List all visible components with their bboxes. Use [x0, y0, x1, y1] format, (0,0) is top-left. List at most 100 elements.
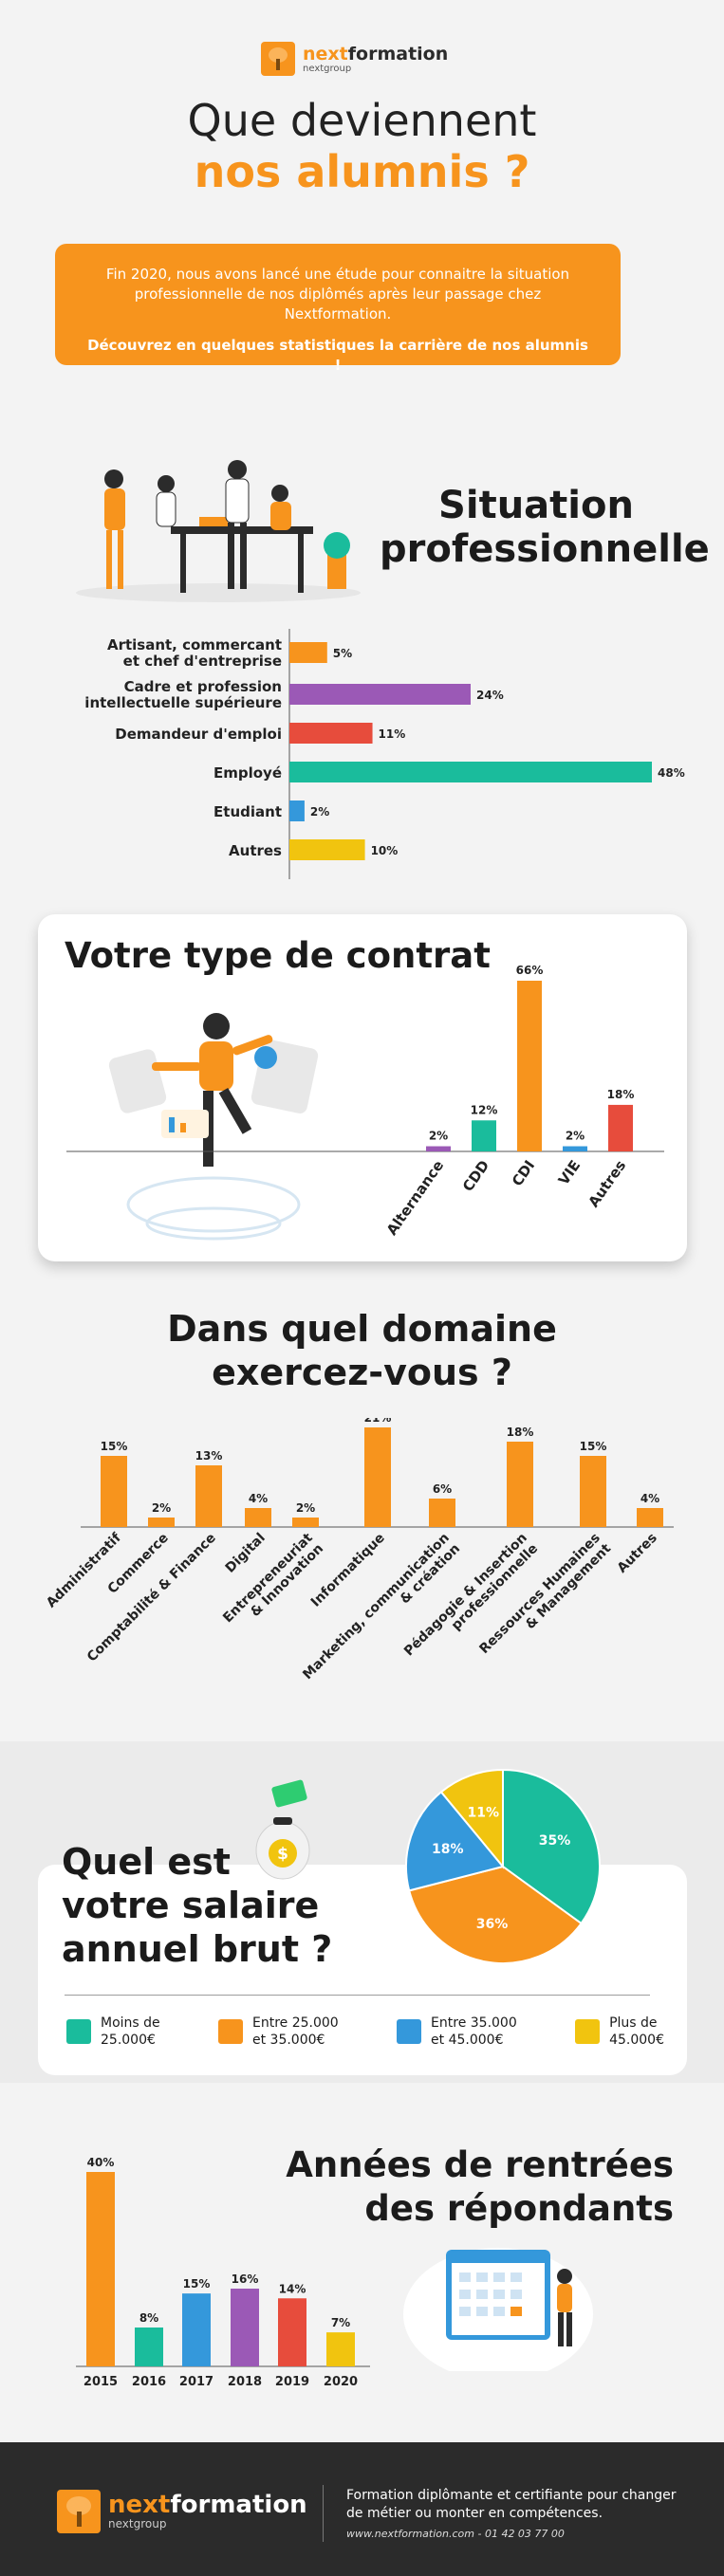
annees-value-label: 8% [139, 2311, 158, 2325]
domaine-value-label: 21% [364, 1418, 392, 1425]
salaire-slice [502, 1768, 601, 1925]
contrat-value-label: 12% [471, 1103, 498, 1116]
money-bag-icon: $ [245, 1779, 321, 1884]
contrat-bar [517, 981, 542, 1151]
contrat-value-label: 2% [429, 1130, 448, 1143]
annees-bar [135, 2328, 163, 2366]
situation-category-label: Cadre et profession intellectuelle supéri… [84, 678, 282, 711]
page-title-highlight: nos alumnis ? [194, 146, 530, 197]
logo-formation: formation [347, 43, 449, 64]
header-logo[interactable]: nextformation nextgroup [261, 42, 448, 76]
situation-bar [289, 839, 365, 860]
salaire-legend-swatch [66, 2019, 91, 2044]
annees-bar [278, 2298, 306, 2366]
situation-bar [289, 723, 373, 744]
intro-box: Fin 2020, nous avons lancé une étude pou… [55, 244, 621, 374]
contrat-title: Votre type de contrat [65, 935, 491, 976]
salaire-slice [407, 1865, 583, 1964]
domaine-bar [429, 1499, 455, 1527]
situation-category-label: Artisant, commercant et chef d'entreprise [107, 636, 282, 670]
situation-bar [289, 642, 327, 663]
domaine-value-label: 15% [101, 1440, 128, 1453]
salaire-legend-label: Moins de 25.000€ [101, 2015, 160, 2048]
contrat-value-label: 2% [566, 1130, 585, 1143]
annees-chart: 40% 2015 8% 2016 15% 2017 16% 2018 14% 2019 7% 2020 [76, 2156, 370, 2389]
domaine-value-label: 4% [249, 1492, 268, 1505]
domaine-bar [101, 1456, 127, 1527]
situation-value-label: 24% [476, 689, 504, 702]
situation-category-label: Employé [213, 764, 282, 782]
salaire-slice-label: 36% [476, 1917, 509, 1932]
annees-category-label: 2019 [275, 2375, 309, 2389]
calendar-illustration [389, 2229, 607, 2381]
annees-category-label: 2018 [228, 2375, 262, 2389]
situation-value-label: 5% [333, 647, 352, 660]
salaire-legend-item: Moins de 25.000€ [66, 2015, 160, 2049]
salaire-slice-label: 11% [468, 1805, 500, 1820]
page-title: Que deviennent [187, 95, 537, 146]
salaire-legend-swatch [217, 2019, 243, 2044]
contrat-category-label: VIE [555, 1157, 584, 1188]
situation-value-label: 2% [310, 805, 329, 819]
situation-value-label: 48% [658, 766, 685, 780]
situation-bar [289, 684, 471, 705]
domaine-category-label: Digital [223, 1531, 269, 1576]
contrat-bar [608, 1104, 633, 1151]
salaire-pie: 35% 36% 18% 11% [405, 1768, 601, 1964]
annees-category-label: 2020 [324, 2375, 358, 2389]
annees-category-label: 2016 [132, 2375, 166, 2389]
domaine-bar [507, 1442, 533, 1527]
annees-bar [86, 2172, 115, 2366]
annees-bar [326, 2332, 355, 2366]
salaire-legend-swatch [575, 2019, 601, 2044]
annees-value-label: 14% [279, 2282, 306, 2295]
domaine-bar [580, 1456, 606, 1527]
contrat-category-label: CDD [459, 1157, 492, 1195]
intro-text: Fin 2020, nous avons lancé une étude pou… [105, 266, 570, 322]
salaire-legend-item: Plus de 45.000€ [575, 2015, 664, 2049]
salaire-legend-swatch [397, 2019, 422, 2044]
domaine-category-label: Autres [615, 1531, 660, 1576]
logo-next: next [303, 43, 348, 64]
domaine-value-label: 13% [195, 1449, 223, 1463]
svg-text:$: $ [277, 1845, 288, 1864]
annees-value-label: 7% [331, 2316, 350, 2329]
footer-logo-next: next [108, 2491, 171, 2519]
salaire-legend-item: Entre 25.000 et 35.000€ [217, 2015, 339, 2049]
footer-contact[interactable]: www.nextformation.com - 01 42 03 77 00 [346, 2528, 565, 2540]
domaine-category-label: Ressources Humaines& Management [476, 1530, 614, 1667]
annees-category-label: 2017 [179, 2375, 213, 2389]
dancer-illustration [104, 1005, 323, 1242]
contrat-category-label: Alternance [383, 1157, 448, 1239]
situation-category-label: Demandeur d'emploi [115, 726, 282, 743]
salaire-legend-label: Entre 35.000 et 45.000€ [431, 2015, 517, 2048]
footer [0, 2442, 724, 2576]
footer-divider [323, 2485, 324, 2542]
domaine-chart: 15%Administratif2%Commerce13%Comptabilit… [44, 1418, 674, 1683]
domaine-value-label: 2% [152, 1501, 171, 1515]
salaire-legend-label: Plus de 45.000€ [609, 2015, 664, 2048]
salaire-slice [439, 1768, 504, 1869]
footer-logo[interactable]: nextformation nextgroup [57, 2490, 307, 2533]
situation-category-label: Autres [229, 842, 282, 859]
salaire-slice-label: 18% [432, 1842, 464, 1857]
domaine-value-label: 4% [640, 1492, 659, 1505]
situation-bar [289, 800, 305, 821]
contrat-value-label: 66% [516, 964, 544, 977]
annees-value-label: 15% [183, 2277, 211, 2291]
domaine-bar [637, 1508, 663, 1527]
footer-logo-formation: formation [170, 2491, 307, 2519]
footer-logo-sub: nextgroup [108, 2517, 167, 2530]
logo-tree-icon [261, 42, 295, 76]
domaine-title: Dans quel domaine exercez-vous ? [167, 1308, 557, 1393]
situation-value-label: 11% [379, 727, 406, 741]
situation-category-label: Etudiant [213, 803, 282, 820]
annees-bar [231, 2289, 259, 2366]
situation-title: Situation professionnelle [380, 484, 710, 571]
domaine-category-label: Administratif [44, 1530, 124, 1610]
salaire-legend-item: Entre 35.000 et 45.000€ [397, 2015, 517, 2049]
domaine-category-label: Entrepreneuriat& Innovation [220, 1530, 326, 1636]
contrat-chart: 2% Alternance 12% CDD 66% CDI 2% VIE 18% Autres [66, 964, 664, 1239]
footer-tagline: Formation diplômante et certifiante pour… [346, 2488, 677, 2521]
office-illustration [76, 441, 361, 602]
